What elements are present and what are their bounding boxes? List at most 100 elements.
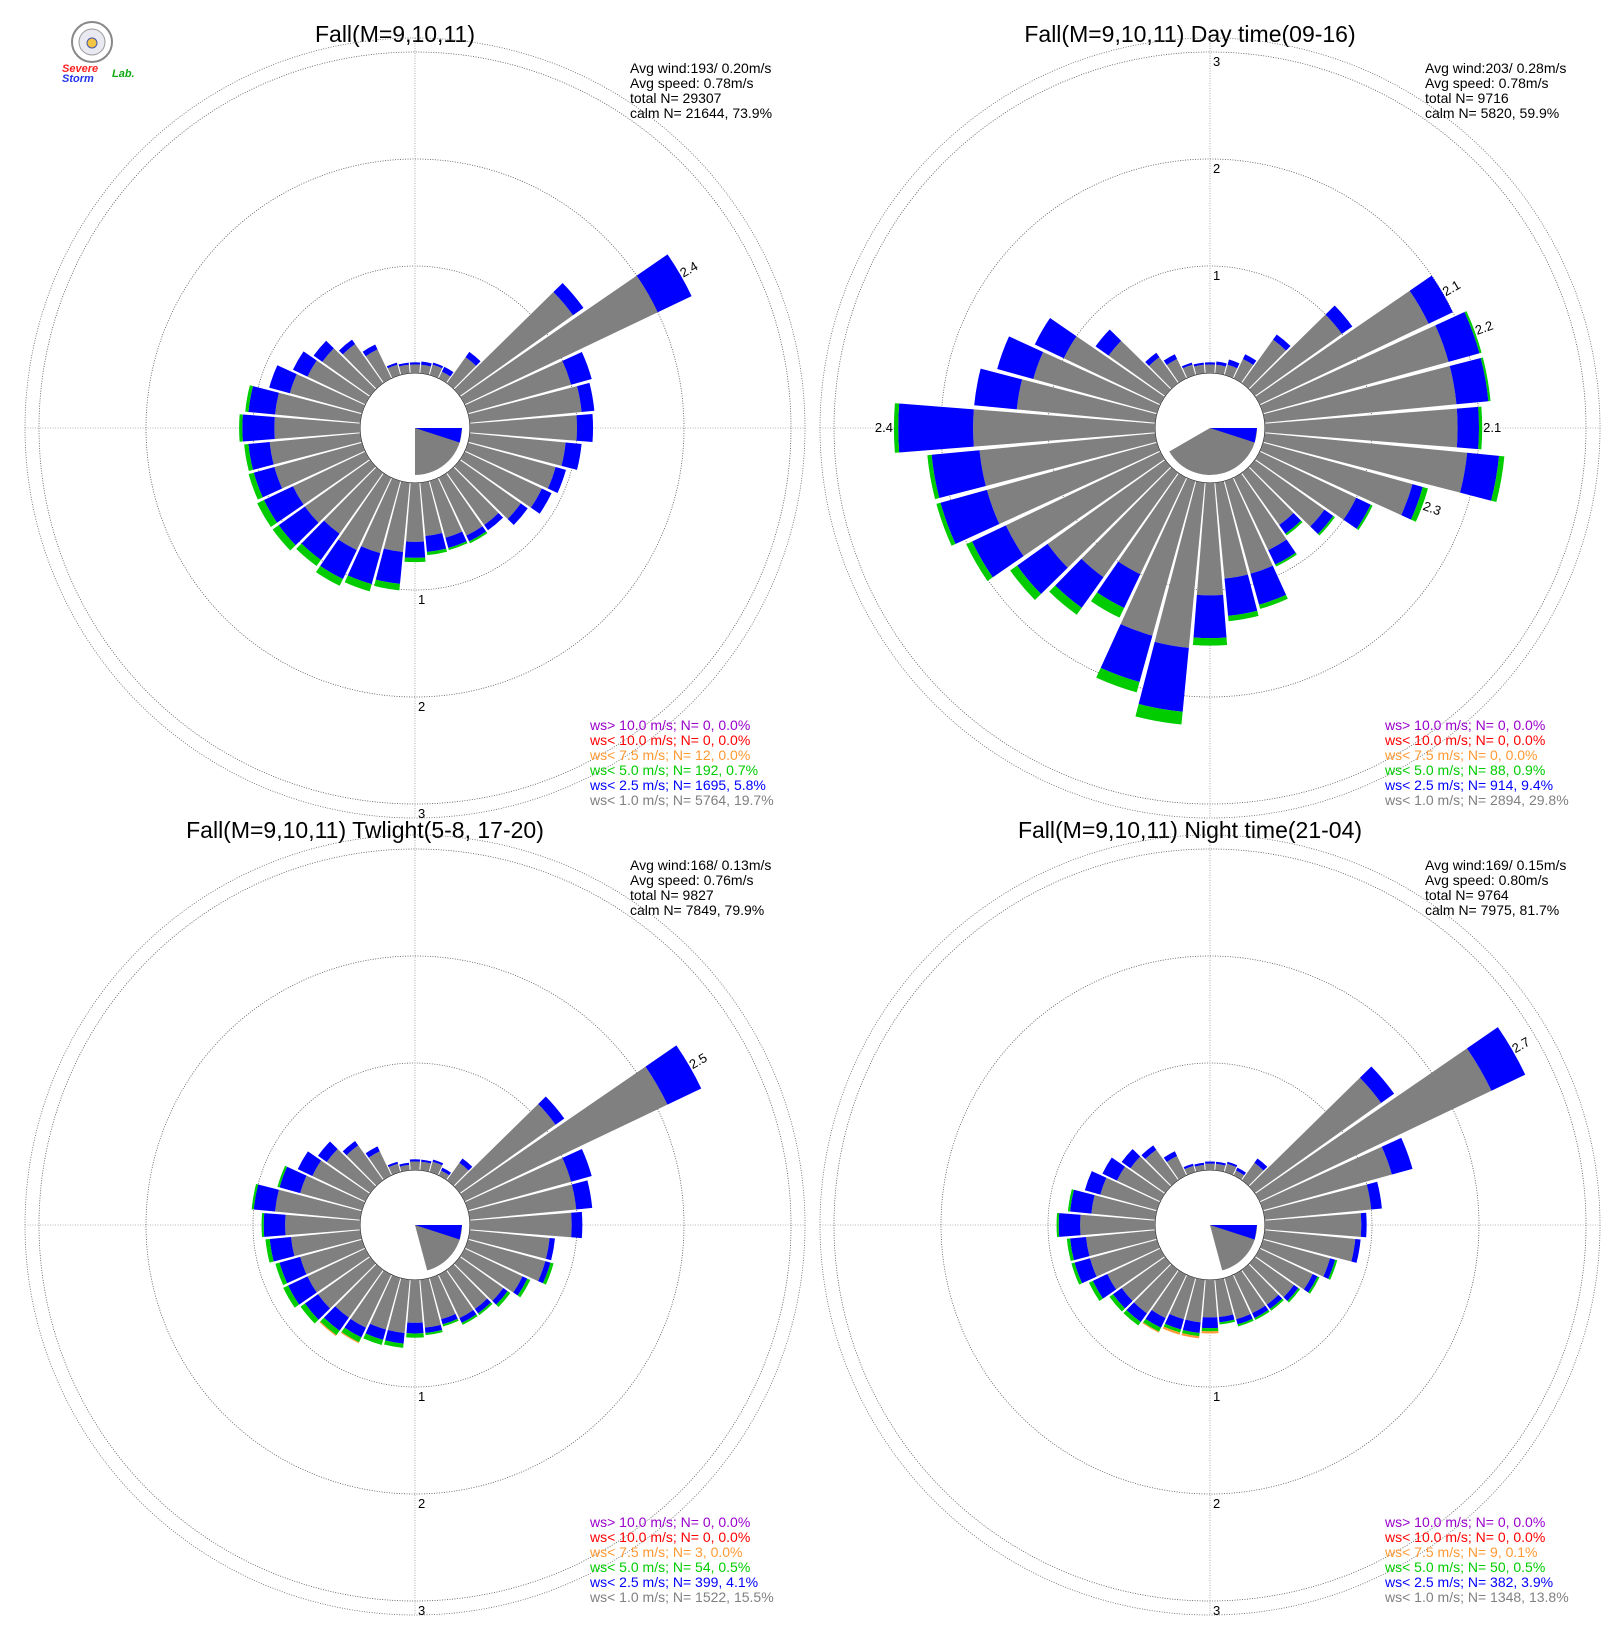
outer-circle [24, 834, 806, 1616]
legend-entry: ws< 5.0 m/s; N= 88, 0.9% [1384, 762, 1545, 778]
bar-gray [1215, 481, 1248, 579]
bar-blue [1100, 624, 1153, 683]
panel-title: Fall(M=9,10,11) [315, 21, 475, 47]
bar-green [1143, 1318, 1161, 1332]
bar-gray [1145, 1149, 1179, 1186]
bar-gray [465, 442, 556, 489]
bar-green [1192, 637, 1228, 646]
bar-gray [438, 473, 483, 536]
bar-gray [979, 433, 1157, 486]
bar-gray [1264, 408, 1458, 448]
bar-green [1123, 1310, 1141, 1326]
bar-green [1010, 565, 1042, 601]
panel-title: Fall(M=9,10,11) Twlight(5-8, 17-20) [186, 817, 544, 843]
bar-blue [445, 531, 467, 549]
bar-blue [1193, 594, 1227, 639]
bar-gray [446, 467, 499, 526]
bar-green [406, 1333, 424, 1338]
bar-blue [940, 489, 1000, 544]
bar-blue [248, 386, 279, 415]
stat-avg-wind: Avg wind:168/ 0.13m/s [630, 857, 771, 873]
bar-gray [1120, 478, 1196, 636]
bar-blue [385, 1330, 405, 1344]
bar-gray [1224, 1163, 1237, 1175]
bar-blue [1141, 1145, 1157, 1160]
bar-gray [1249, 1256, 1294, 1298]
bar-gray [429, 1275, 456, 1320]
calm-wedge-blue [1210, 1225, 1257, 1240]
bar-blue [474, 1298, 492, 1314]
bar-gray [469, 1212, 572, 1238]
bar-green [1049, 585, 1082, 615]
lab-logo: Severe Storm Lab. [62, 21, 135, 85]
bar-gray [460, 275, 658, 405]
bar-blue [1034, 318, 1077, 359]
bar-gray [407, 1279, 423, 1323]
bar-blue [1194, 1162, 1205, 1167]
bar-gray [1107, 1248, 1165, 1290]
bar-gray [465, 1239, 546, 1282]
bar-gray [307, 360, 370, 405]
bar-gray [420, 364, 431, 375]
bar-gray [429, 478, 463, 538]
bar-gray [1255, 1048, 1492, 1202]
logo-text-lab: Lab. [112, 68, 135, 80]
bar-blue [538, 1096, 565, 1125]
bar-gray [399, 1164, 410, 1172]
legend-entry: ws< 2.5 m/s; N= 382, 3.9% [1384, 1574, 1553, 1590]
bar-blue [1138, 641, 1189, 712]
stat-calm: calm N= 21644, 73.9% [630, 105, 772, 121]
bar-green [1135, 703, 1183, 725]
bar-blue [1102, 1157, 1125, 1181]
bar-gray [275, 392, 362, 423]
bar-gray [1215, 1278, 1234, 1318]
bar-value-label: 2.2 [1473, 318, 1495, 338]
bar-gray [1154, 481, 1205, 648]
bar-blue [1218, 1314, 1235, 1323]
bar-gray [1169, 1275, 1196, 1320]
bar-gray [438, 371, 451, 383]
bar-green [936, 502, 956, 546]
bar-gray [365, 349, 392, 383]
bar-blue [1250, 565, 1287, 605]
bar-value-label: 2.1 [1483, 420, 1501, 435]
bar-gray [370, 1275, 401, 1330]
bar-green [1464, 311, 1482, 354]
bar-green [517, 1278, 531, 1298]
bar-blue [1273, 334, 1291, 351]
bar-gray [1081, 467, 1179, 578]
bar-gray [1118, 473, 1187, 575]
bar-blue [1095, 329, 1122, 356]
bar-blue [1126, 1302, 1147, 1323]
bar-green [426, 548, 447, 556]
bar-gray [454, 291, 574, 397]
bar-gray [342, 344, 384, 389]
legend-entry: ws> 10.0 m/s; N= 0, 0.0% [1384, 1514, 1545, 1530]
legend-entry: ws< 1.0 m/s; N= 1348, 13.8% [1384, 1589, 1569, 1605]
bar-blue [530, 488, 552, 514]
bar-gray [1224, 478, 1273, 574]
calm-wedge [1169, 428, 1257, 476]
bar-green [344, 575, 372, 592]
bar-gray [429, 364, 443, 378]
bar-blue [1216, 361, 1227, 367]
stat-avg-wind: Avg wind:169/ 0.15m/s [1425, 857, 1566, 873]
bar-blue [1323, 1258, 1336, 1279]
bar-blue [387, 1161, 399, 1168]
bar-blue [898, 403, 974, 453]
bar-blue [1058, 1213, 1081, 1237]
bar-gray [1166, 1156, 1187, 1180]
bar-gray [1080, 1214, 1156, 1236]
bar-gray [1241, 1162, 1264, 1186]
bar-blue [441, 1313, 458, 1325]
bar-blue [1163, 1151, 1178, 1163]
bar-gray [1260, 1239, 1331, 1277]
bar-blue [375, 548, 404, 584]
bar-green [248, 472, 263, 500]
stat-calm: calm N= 7849, 79.9% [630, 902, 764, 918]
bar-blue [577, 382, 595, 412]
bar-green [363, 1333, 384, 1346]
bar-green [283, 1285, 300, 1308]
bar-blue [1070, 1236, 1090, 1261]
